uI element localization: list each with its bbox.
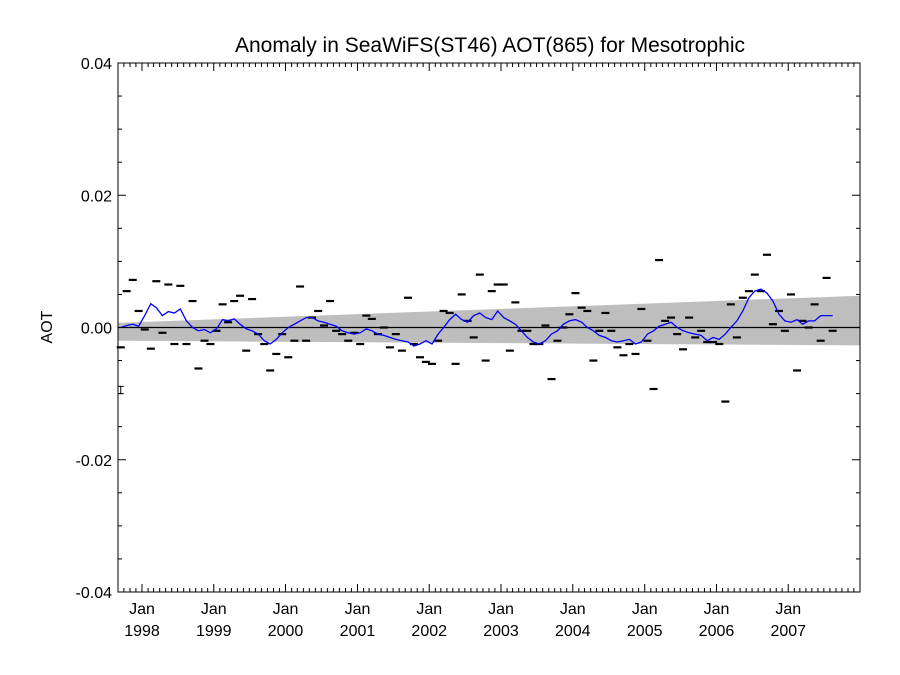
y-tick-label-2: 0.00 — [81, 321, 112, 338]
x-tick-year-label-3: 2001 — [340, 623, 376, 640]
y-tick-label-4: 0.04 — [81, 56, 112, 73]
x-tick-month-label-0: Jan — [129, 601, 155, 618]
x-tick-year-label-1: 1999 — [196, 623, 232, 640]
axis-ticks: -0.04 -0.02 0.00 0.02 0.04 Jan 1998 Jan 1999 Jan 2… — [76, 56, 860, 640]
x-tick-month-label-8: Jan — [704, 601, 730, 618]
x-tick-year-label-4: 2002 — [411, 623, 447, 640]
x-tick-month-label-3: Jan — [345, 601, 371, 618]
x-tick-year-label-0: 1998 — [124, 623, 160, 640]
x-tick-year-label-9: 2007 — [770, 623, 806, 640]
x-tick-year-label-8: 2006 — [699, 623, 735, 640]
plot-area — [116, 253, 860, 403]
x-tick-month-label-5: Jan — [488, 601, 514, 618]
x-tick-year-label-5: 2003 — [483, 623, 519, 640]
x-tick-year-label-6: 2004 — [555, 623, 591, 640]
x-tick-month-label-4: Jan — [416, 601, 442, 618]
trend-band — [118, 295, 860, 346]
x-tick-month-label-7: Jan — [632, 601, 658, 618]
x-tick-year-label-7: 2005 — [627, 623, 663, 640]
x-tick-year-label-2: 2000 — [268, 623, 304, 640]
chart-title: Anomaly in SeaWiFS(ST46) AOT(865) for Me… — [235, 34, 745, 57]
x-tick-month-label-2: Jan — [273, 601, 299, 618]
x-tick-month-label-1: Jan — [201, 601, 227, 618]
x-tick-month-label-6: Jan — [560, 601, 586, 618]
running-mean-line — [120, 288, 833, 347]
y-tick-label-0: -0.04 — [76, 585, 113, 602]
x-tick-month-label-9: Jan — [775, 601, 801, 618]
y-tick-label-1: -0.02 — [76, 453, 113, 470]
y-axis-label: AOT — [39, 310, 56, 343]
y-tick-label-3: 0.02 — [81, 188, 112, 205]
